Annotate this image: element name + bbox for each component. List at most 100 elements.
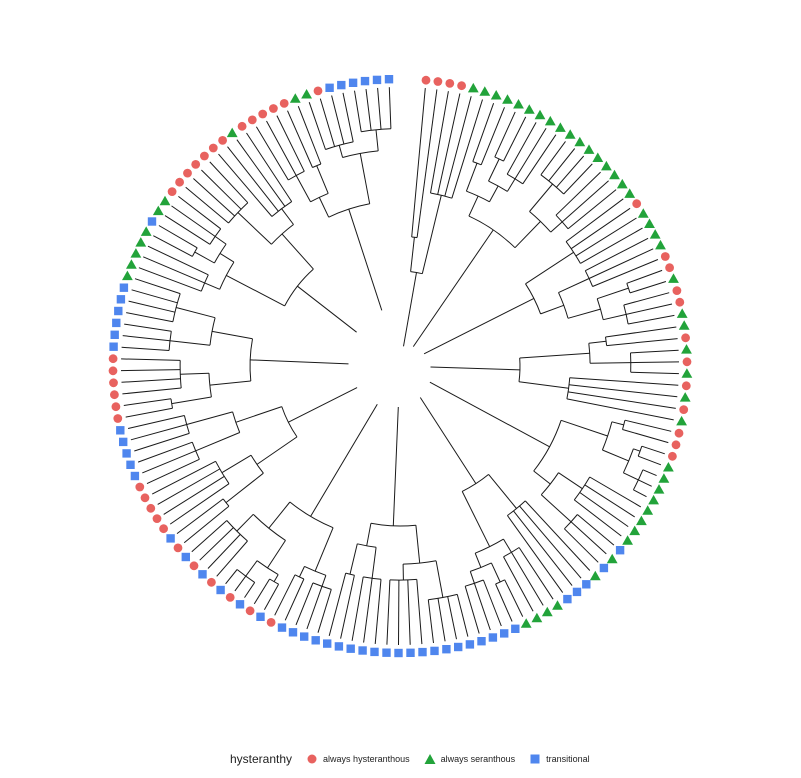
- branch: [269, 578, 279, 585]
- branch: [244, 582, 256, 598]
- branch: [456, 594, 469, 637]
- tip-transitional: [394, 648, 403, 658]
- branch: [488, 474, 517, 509]
- branch: [495, 583, 513, 622]
- branch: [209, 380, 251, 386]
- branch: [437, 598, 446, 642]
- branch: [628, 314, 675, 325]
- branch: [169, 483, 230, 525]
- branch: [348, 209, 383, 311]
- tip-transitional: [358, 646, 367, 655]
- branch: [186, 411, 233, 425]
- legend-item-transitional: transitional: [529, 753, 590, 765]
- branch: [601, 421, 613, 451]
- branch: [312, 582, 332, 590]
- branch: [268, 501, 291, 529]
- branch: [421, 195, 442, 274]
- branch: [561, 180, 609, 223]
- branch: [191, 520, 228, 553]
- branch: [130, 424, 187, 441]
- branch: [577, 514, 615, 546]
- branch: [147, 245, 209, 276]
- branch: [642, 469, 657, 477]
- branch: [349, 543, 358, 575]
- branch: [142, 450, 196, 474]
- branch: [427, 599, 434, 644]
- tip-transitional: [360, 76, 370, 86]
- branch: [295, 582, 314, 626]
- branch: [235, 406, 282, 423]
- branch: [319, 98, 336, 147]
- branch: [560, 419, 608, 437]
- branch: [225, 569, 238, 585]
- branch: [122, 335, 171, 342]
- tip-always-hysteranthous: [672, 286, 682, 295]
- branch: [255, 126, 289, 181]
- tip-always-seranthous: [681, 344, 692, 354]
- tip-always-seranthous: [676, 308, 688, 318]
- tip-transitional: [166, 534, 175, 543]
- branch: [354, 90, 362, 132]
- branch: [629, 281, 667, 294]
- tip-always-hysteranthous: [218, 136, 228, 145]
- branch: [357, 543, 377, 548]
- tip-always-seranthous: [642, 505, 654, 515]
- tip-transitional: [116, 295, 126, 304]
- branch: [564, 514, 578, 530]
- tip-always-seranthous: [663, 462, 674, 472]
- branch: [127, 415, 185, 429]
- branch: [219, 261, 235, 290]
- branch: [234, 575, 247, 592]
- tip-always-seranthous: [583, 144, 595, 154]
- branch: [540, 141, 566, 176]
- branch: [602, 449, 629, 462]
- branch: [419, 397, 477, 484]
- tip-transitional: [384, 75, 394, 84]
- branch: [266, 120, 297, 176]
- tip-always-hysteranthous: [258, 109, 268, 119]
- branch: [474, 553, 482, 568]
- branch: [588, 340, 607, 344]
- branch: [183, 505, 230, 544]
- branch: [120, 369, 181, 372]
- branch: [171, 396, 212, 405]
- tip-always-hysteranthous: [671, 440, 681, 450]
- branch: [199, 527, 234, 561]
- branch: [386, 579, 391, 645]
- branch: [365, 89, 372, 131]
- tip-always-seranthous: [644, 218, 655, 228]
- branch: [428, 593, 458, 601]
- branch: [143, 256, 205, 284]
- tip-always-hysteranthous: [191, 160, 201, 169]
- tip-always-hysteranthous: [109, 378, 118, 388]
- branch: [314, 527, 334, 572]
- branch: [236, 139, 286, 207]
- tip-always-hysteranthous: [675, 297, 685, 307]
- branch: [548, 148, 576, 182]
- branch: [403, 272, 417, 347]
- tip-always-seranthous: [624, 188, 636, 198]
- branch: [209, 317, 216, 346]
- branch: [540, 494, 572, 523]
- branch: [351, 576, 364, 641]
- branch: [121, 346, 170, 351]
- branch: [392, 406, 399, 526]
- tip-always-seranthous: [226, 127, 238, 138]
- branch: [151, 460, 216, 495]
- branch: [281, 208, 294, 225]
- branch: [469, 571, 475, 584]
- branch: [510, 552, 544, 606]
- branch: [638, 479, 652, 487]
- branch: [605, 326, 677, 338]
- tip-always-seranthous: [523, 104, 535, 114]
- tip-always-seranthous: [520, 618, 532, 628]
- tip-always-seranthous: [555, 122, 566, 132]
- tip-transitional: [256, 612, 265, 621]
- branch: [470, 562, 492, 572]
- tip-always-seranthous: [126, 259, 137, 269]
- branch: [633, 489, 647, 498]
- branch: [176, 498, 224, 534]
- tip-always-seranthous: [130, 248, 142, 258]
- tip-transitional: [216, 585, 225, 595]
- tip-always-seranthous: [502, 94, 513, 104]
